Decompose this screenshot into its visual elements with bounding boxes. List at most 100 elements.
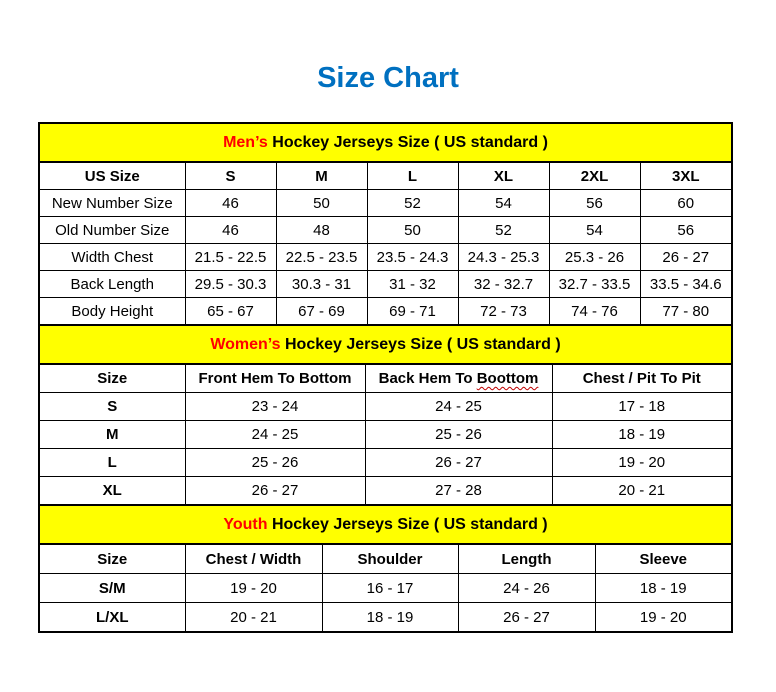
value-cell: 52 [457,216,550,244]
womens-size-section: Women’s Hockey Jerseys Size ( US standar… [40,324,731,504]
value-cell: 26 - 27 [184,476,366,504]
value-cell: 22.5 - 23.5 [275,243,368,271]
column-header: 3XL [639,163,731,190]
row-label: Back Length [40,270,186,298]
row-label: XL [40,476,186,504]
size-chart: Men’s Hockey Jerseys Size ( US standard … [38,122,733,633]
header-row: Size Front Hem To Bottom Back Hem To Boott… [40,365,731,393]
womens-section-band: Women’s Hockey Jerseys Size ( US standar… [40,324,731,365]
table-row: Body Height 65 - 67 67 - 69 69 - 71 72 - 73 7… [40,297,731,324]
column-header: Shoulder [321,545,459,574]
value-cell: 19 - 20 [184,573,323,603]
column-header: L [366,163,459,190]
column-header: Front Hem To Bottom [184,365,366,393]
value-cell: 27 - 28 [364,476,553,504]
table-row: Old Number Size 46 48 50 52 54 56 [40,216,731,244]
value-cell: 77 - 80 [639,297,731,324]
table-row: New Number Size 46 50 52 54 56 60 [40,189,731,217]
column-header: XL [457,163,550,190]
youth-size-section: Youth Hockey Jerseys Size ( US standard … [40,504,731,631]
value-cell: 23.5 - 24.3 [366,243,459,271]
value-cell: 25.3 - 26 [548,243,641,271]
column-header: Length [457,545,596,574]
value-cell: 25 - 26 [364,420,553,449]
mens-size-section: Men’s Hockey Jerseys Size ( US standard … [40,124,731,324]
value-cell: 24 - 25 [184,420,366,449]
row-label: L/XL [40,602,186,631]
row-label: New Number Size [40,189,186,217]
column-header: M [275,163,368,190]
row-label: Width Chest [40,243,186,271]
value-cell: 25 - 26 [184,448,366,477]
table-row: L 25 - 26 26 - 27 19 - 20 [40,448,731,477]
band-title-label: Hockey Jerseys Size ( US standard ) [280,336,561,353]
value-cell: 33.5 - 34.6 [639,270,731,298]
value-cell: 69 - 71 [366,297,459,324]
table-row: Back Length 29.5 - 30.3 30.3 - 31 31 - 32 32… [40,270,731,298]
youth-size-table: Size Chest / Width Shoulder Length Sleeve S/M… [40,545,731,631]
value-cell: 54 [548,216,641,244]
value-cell: 26 - 27 [457,602,596,631]
value-cell: 31 - 32 [366,270,459,298]
value-cell: 19 - 20 [551,448,731,477]
value-cell: 26 - 27 [639,243,731,271]
row-label: Old Number Size [40,216,186,244]
band-title-label: Hockey Jerseys Size ( US standard ) [267,134,548,151]
table-row: L/XL 20 - 21 18 - 19 26 - 27 19 - 20 [40,602,731,631]
column-header: Size [40,365,186,393]
page-title: Size Chart [317,62,459,94]
table-row: Width Chest 21.5 - 22.5 22.5 - 23.5 23.5 - … [40,243,731,271]
value-cell: 16 - 17 [321,573,459,603]
value-cell: 50 [275,189,368,217]
band-accent-label: Women’s [210,336,281,353]
value-cell: 74 - 76 [548,297,641,324]
value-cell: 50 [366,216,459,244]
header-row: Size Chest / Width Shoulder Length Sleeve [40,545,731,574]
band-accent-label: Men’s [223,134,268,151]
womens-size-table: Size Front Hem To Bottom Back Hem To Boott… [40,365,731,504]
band-title-label: Hockey Jerseys Size ( US standard ) [267,516,548,533]
value-cell: 46 [184,216,277,244]
column-header: Size [40,545,186,574]
value-cell: 56 [548,189,641,217]
table-row: S/M 19 - 20 16 - 17 24 - 26 18 - 19 [40,573,731,603]
youth-section-band: Youth Hockey Jerseys Size ( US standard … [40,504,731,545]
column-header: Sleeve [594,545,731,574]
column-header: US Size [40,163,186,190]
column-header: Chest / Width [184,545,323,574]
value-cell: 29.5 - 30.3 [184,270,277,298]
value-cell: 24.3 - 25.3 [457,243,550,271]
misspelled-word: Boottom [476,370,539,387]
row-label: L [40,448,186,477]
value-cell: 17 - 18 [551,392,731,421]
column-header: Back Hem To Boottom [364,365,553,393]
value-cell: 56 [639,216,731,244]
value-cell: 26 - 27 [364,448,553,477]
value-cell: 18 - 19 [594,573,731,603]
value-cell: 67 - 69 [275,297,368,324]
value-cell: 52 [366,189,459,217]
value-cell: 60 [639,189,731,217]
row-label: S [40,392,186,421]
value-cell: 65 - 67 [184,297,277,324]
mens-size-table: US Size S M L XL 2XL 3XL New Number Size 46 50 52 5… [40,163,731,324]
column-header: 2XL [548,163,641,190]
value-cell: 30.3 - 31 [275,270,368,298]
value-cell: 24 - 26 [457,573,596,603]
row-label: Body Height [40,297,186,324]
value-cell: 46 [184,189,277,217]
header-row: US Size S M L XL 2XL 3XL [40,163,731,190]
table-row: M 24 - 25 25 - 26 18 - 19 [40,420,731,449]
value-cell: 20 - 21 [551,476,731,504]
value-cell: 18 - 19 [551,420,731,449]
value-cell: 32.7 - 33.5 [548,270,641,298]
row-label: S/M [40,573,186,603]
value-cell: 32 - 32.7 [457,270,550,298]
value-cell: 20 - 21 [184,602,323,631]
mens-section-band: Men’s Hockey Jerseys Size ( US standard … [40,124,731,163]
band-accent-label: Youth [223,516,268,533]
value-cell: 72 - 73 [457,297,550,324]
row-label: M [40,420,186,449]
value-cell: 48 [275,216,368,244]
value-cell: 18 - 19 [321,602,459,631]
